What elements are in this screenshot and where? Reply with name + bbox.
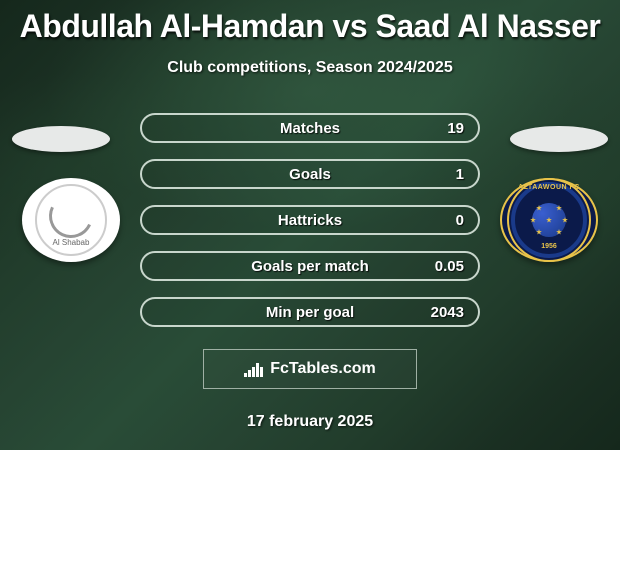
stat-row: Min per goal 2043 [140,297,480,327]
club-right-name: ALTAAWOUN FC [509,184,589,191]
comparison-card: Abdullah Al-Hamdan vs Saad Al Nasser Clu… [0,0,620,450]
star-icon [546,217,552,223]
club-crest-left: Al Shabab [22,178,120,262]
date-text: 17 february 2025 [0,413,620,431]
stats-rows: Matches 19 Goals 1 Hattricks 0 Goals per match… [140,113,480,327]
brand-text: FcTables.com [270,360,376,378]
club-right-year: 1956 [509,243,589,250]
stat-value-right: 0 [456,212,464,229]
subtitle: Club competitions, Season 2024/2025 [0,59,620,77]
stat-row: Goals per match 0.05 [140,251,480,281]
crest-swoosh-icon [43,187,99,243]
stat-row: Matches 19 [140,113,480,143]
stat-label: Goals per match [251,258,369,275]
stat-row: Goals 1 [140,159,480,189]
stat-label: Matches [280,120,340,137]
stat-label: Min per goal [266,304,354,321]
stat-value-right: 0.05 [435,258,464,275]
club-crest-right-inner: ALTAAWOUN FC 1956 [507,178,591,262]
stat-value-right: 19 [447,120,464,137]
stat-row: Hattricks 0 [140,205,480,235]
page-title: Abdullah Al-Hamdan vs Saad Al Nasser [0,0,620,45]
stat-value-right: 2043 [431,304,464,321]
stat-value-right: 1 [456,166,464,183]
club-crest-left-inner: Al Shabab [35,184,107,256]
crest-ball-icon [532,203,566,237]
bars-icon [244,361,263,377]
player-right-ellipse [510,126,608,152]
brand-box: FcTables.com [203,349,417,389]
club-left-name: Al Shabab [53,238,90,247]
stat-label: Hattricks [278,212,342,229]
club-crest-right: ALTAAWOUN FC 1956 [500,178,598,262]
stat-label: Goals [289,166,331,183]
player-left-ellipse [12,126,110,152]
